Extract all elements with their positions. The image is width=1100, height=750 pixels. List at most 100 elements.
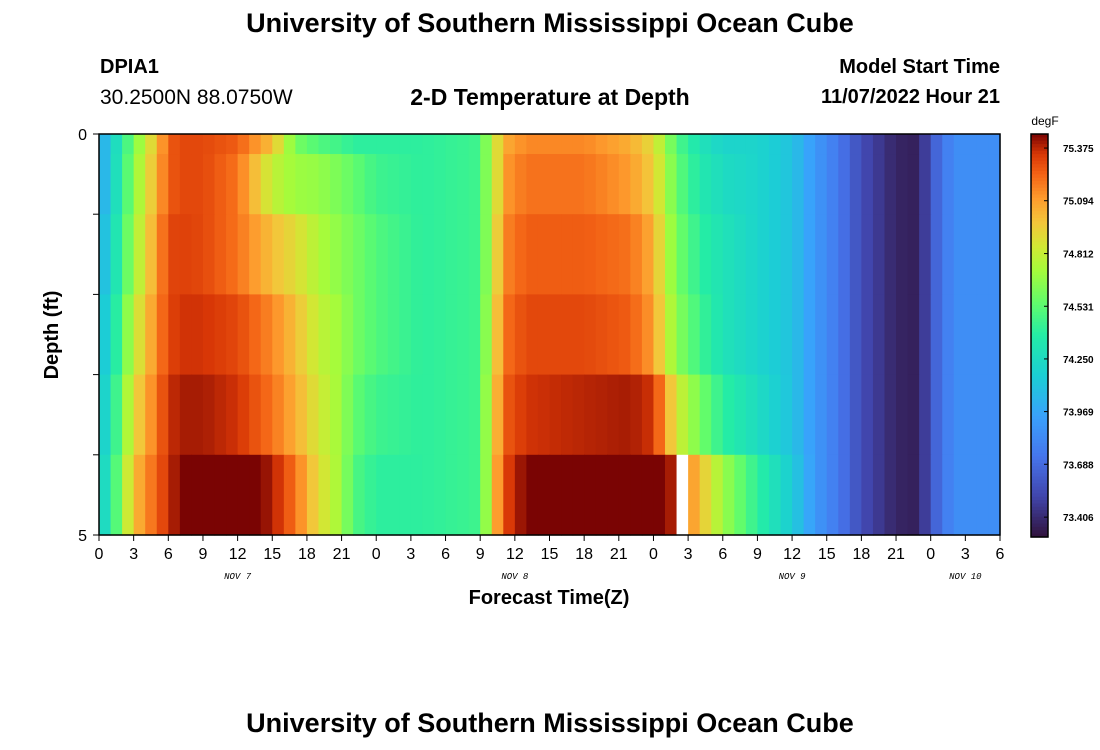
heatmap-cell xyxy=(503,214,516,295)
heatmap-cell xyxy=(942,454,955,536)
heatmap-cell xyxy=(99,294,112,376)
heatmap-cell xyxy=(353,134,366,155)
heatmap-cell xyxy=(826,294,839,376)
heatmap-cell xyxy=(260,294,273,376)
heatmap-cell xyxy=(630,454,643,536)
x-tick-label: 9 xyxy=(199,546,208,563)
heatmap-cell xyxy=(410,374,424,456)
heatmap-cell xyxy=(214,294,227,376)
heatmap-cell xyxy=(826,154,839,215)
heatmap-cell xyxy=(306,154,320,215)
heatmap-cell xyxy=(665,374,678,456)
heatmap-cell xyxy=(526,214,539,295)
heatmap-cell xyxy=(953,134,966,155)
x-tick-label: 3 xyxy=(684,546,693,563)
heatmap-cell xyxy=(364,134,377,155)
heatmap-cell xyxy=(145,374,158,456)
heatmap-cell xyxy=(306,374,320,456)
heatmap-cell xyxy=(618,214,631,295)
heatmap-cell xyxy=(364,374,377,456)
heatmap-cell xyxy=(399,294,412,376)
heatmap-cell xyxy=(884,294,897,376)
colorbar-segment xyxy=(1031,406,1048,410)
heatmap-cell xyxy=(260,374,273,456)
heatmap-cell xyxy=(491,454,504,536)
heatmap-cell xyxy=(260,214,273,295)
colorbar-segment xyxy=(1031,456,1048,461)
heatmap-cell xyxy=(584,374,597,456)
x-axis-label: Forecast Time(Z) xyxy=(469,587,630,609)
heatmap-cell xyxy=(572,374,585,456)
heatmap-cell xyxy=(595,214,608,295)
heatmap-cell xyxy=(364,154,377,215)
heatmap-cell xyxy=(665,154,678,215)
heatmap-cell xyxy=(641,214,655,295)
heatmap-cell xyxy=(965,294,978,376)
heatmap-cell xyxy=(480,154,493,215)
heatmap-cell xyxy=(122,154,135,215)
colorbar-segment xyxy=(1031,278,1048,283)
colorbar-segment xyxy=(1031,275,1048,280)
colorbar-segment xyxy=(1031,439,1048,444)
y-tick-label: 0 xyxy=(78,127,87,144)
heatmap-cell xyxy=(595,454,608,536)
colorbar-tick-label: 74.531 xyxy=(1063,302,1094,313)
heatmap-cell xyxy=(757,154,770,215)
heatmap-cell xyxy=(734,294,747,376)
colorbar-segment xyxy=(1031,318,1048,323)
y-tick-label: 5 xyxy=(78,528,87,545)
heatmap-cell xyxy=(965,134,978,155)
colorbar-segment xyxy=(1031,365,1048,370)
heatmap-cell xyxy=(514,294,527,376)
x-tick-label: 0 xyxy=(95,546,104,563)
heatmap-cell xyxy=(919,294,932,376)
heatmap-cell xyxy=(607,214,620,295)
heatmap-cell xyxy=(410,294,424,376)
colorbar-segment xyxy=(1031,432,1048,437)
colorbar-segment xyxy=(1031,369,1048,374)
heatmap-cell xyxy=(283,214,296,295)
colorbar-segment xyxy=(1031,489,1048,494)
heatmap-cell xyxy=(260,154,273,215)
heatmap-cell xyxy=(607,374,620,456)
heatmap-cell xyxy=(549,214,562,295)
heatmap-cell xyxy=(641,294,655,376)
heatmap-cell xyxy=(214,454,227,536)
heatmap-cell xyxy=(526,374,539,456)
heatmap-cell xyxy=(919,214,932,295)
heatmap-cell xyxy=(514,454,527,536)
heatmap-cell xyxy=(491,374,504,456)
heatmap-cell xyxy=(399,134,412,155)
heatmap-cell xyxy=(838,214,851,295)
heatmap-cell xyxy=(780,454,793,536)
model-start-value: 11/07/2022 Hour 21 xyxy=(820,86,1000,108)
x-tick-label: 12 xyxy=(229,546,247,563)
heatmap-cell xyxy=(376,134,389,155)
heatmap-cell xyxy=(202,294,216,376)
heatmap-cell xyxy=(480,214,493,295)
colorbar-segment xyxy=(1031,503,1048,508)
heatmap-cell xyxy=(942,294,955,376)
heatmap-cell xyxy=(156,454,169,536)
heatmap-cell xyxy=(942,134,955,155)
heatmap-cell xyxy=(133,454,146,536)
colorbar-segment xyxy=(1031,214,1048,219)
heatmap-cell xyxy=(226,454,239,536)
heatmap-cell xyxy=(133,214,146,295)
colorbar-segment xyxy=(1031,154,1048,159)
station-coordinates: 30.2500N 88.0750W xyxy=(100,86,293,109)
heatmap-cell xyxy=(110,454,123,536)
colorbar-segment xyxy=(1031,359,1048,363)
heatmap-cell xyxy=(630,214,643,295)
heatmap-cell xyxy=(306,454,320,536)
heatmap-cell xyxy=(884,454,897,536)
heatmap-cell xyxy=(410,214,424,295)
heatmap-cell xyxy=(572,214,585,295)
heatmap-cell xyxy=(122,134,135,155)
heatmap-cell xyxy=(226,154,239,215)
colorbar-segment xyxy=(1031,338,1048,343)
heatmap-cell xyxy=(988,214,1001,295)
chart-title: University of Southern Mississippi Ocean… xyxy=(246,8,854,38)
heatmap-cell xyxy=(711,454,724,536)
